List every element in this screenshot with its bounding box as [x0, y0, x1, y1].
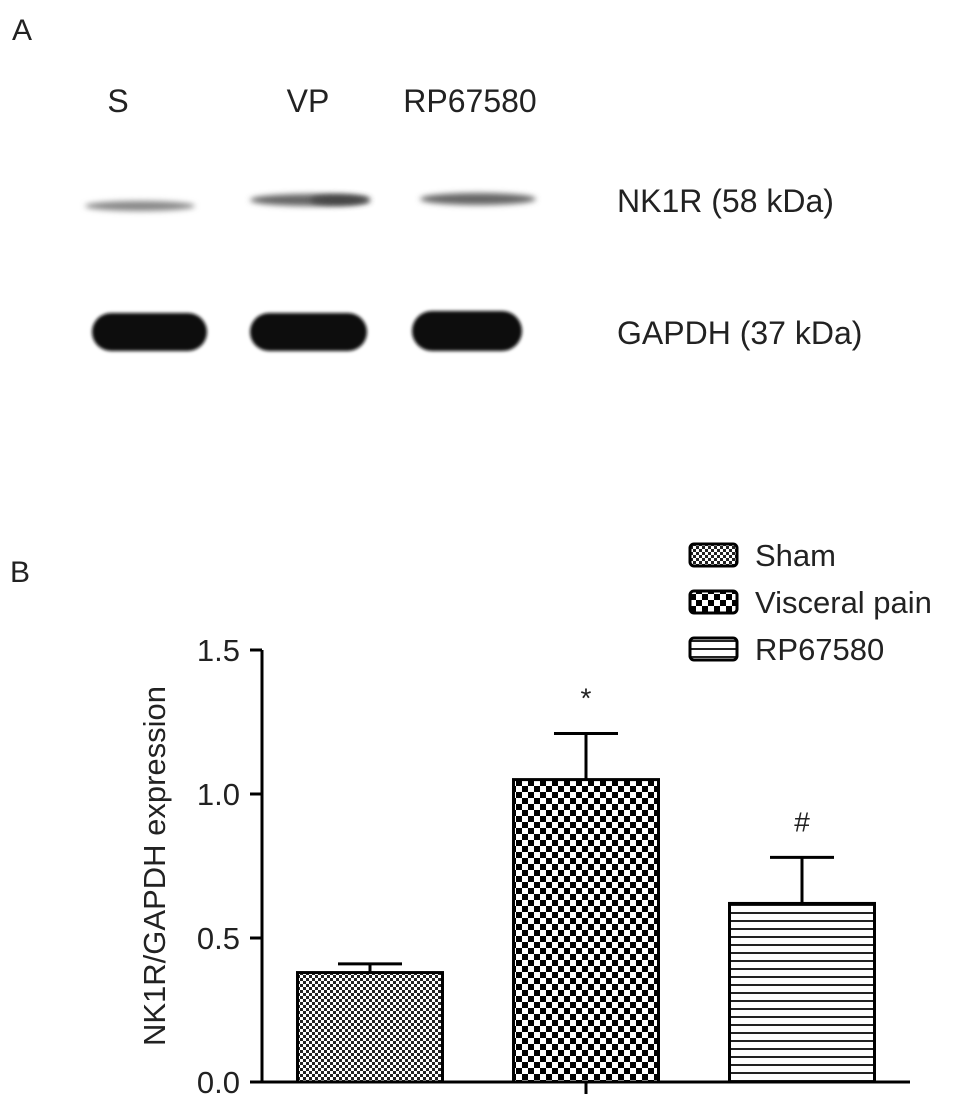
y-axis-label: NK1R/GAPDH expression	[137, 686, 172, 1046]
panel-label: B	[10, 556, 30, 589]
band-label: GAPDH (37 kDa)	[617, 315, 862, 351]
annotation: #	[794, 806, 810, 837]
y-tick-label: 0.5	[197, 921, 240, 956]
y-tick-label: 0.0	[197, 1065, 240, 1100]
bar	[296, 971, 444, 1084]
legend-label: Visceral pain	[755, 585, 932, 620]
lane-label: RP67580	[403, 83, 536, 119]
band-label: NK1R (58 kDa)	[617, 183, 834, 219]
lane-label: S	[107, 83, 128, 119]
legend-swatch	[688, 636, 739, 662]
panel-label: A	[12, 14, 32, 47]
legend-swatch	[688, 589, 739, 615]
annotation: *	[581, 683, 592, 714]
bar	[512, 778, 660, 1084]
blot-image	[85, 193, 536, 351]
y-tick-label: 1.5	[197, 633, 240, 668]
bar	[728, 901, 876, 1084]
legend-swatch	[688, 542, 739, 568]
y-tick-label: 1.0	[197, 777, 240, 812]
legend-label: Sham	[755, 538, 836, 573]
lane-label: VP	[287, 83, 330, 119]
legend-label: RP67580	[755, 632, 884, 667]
